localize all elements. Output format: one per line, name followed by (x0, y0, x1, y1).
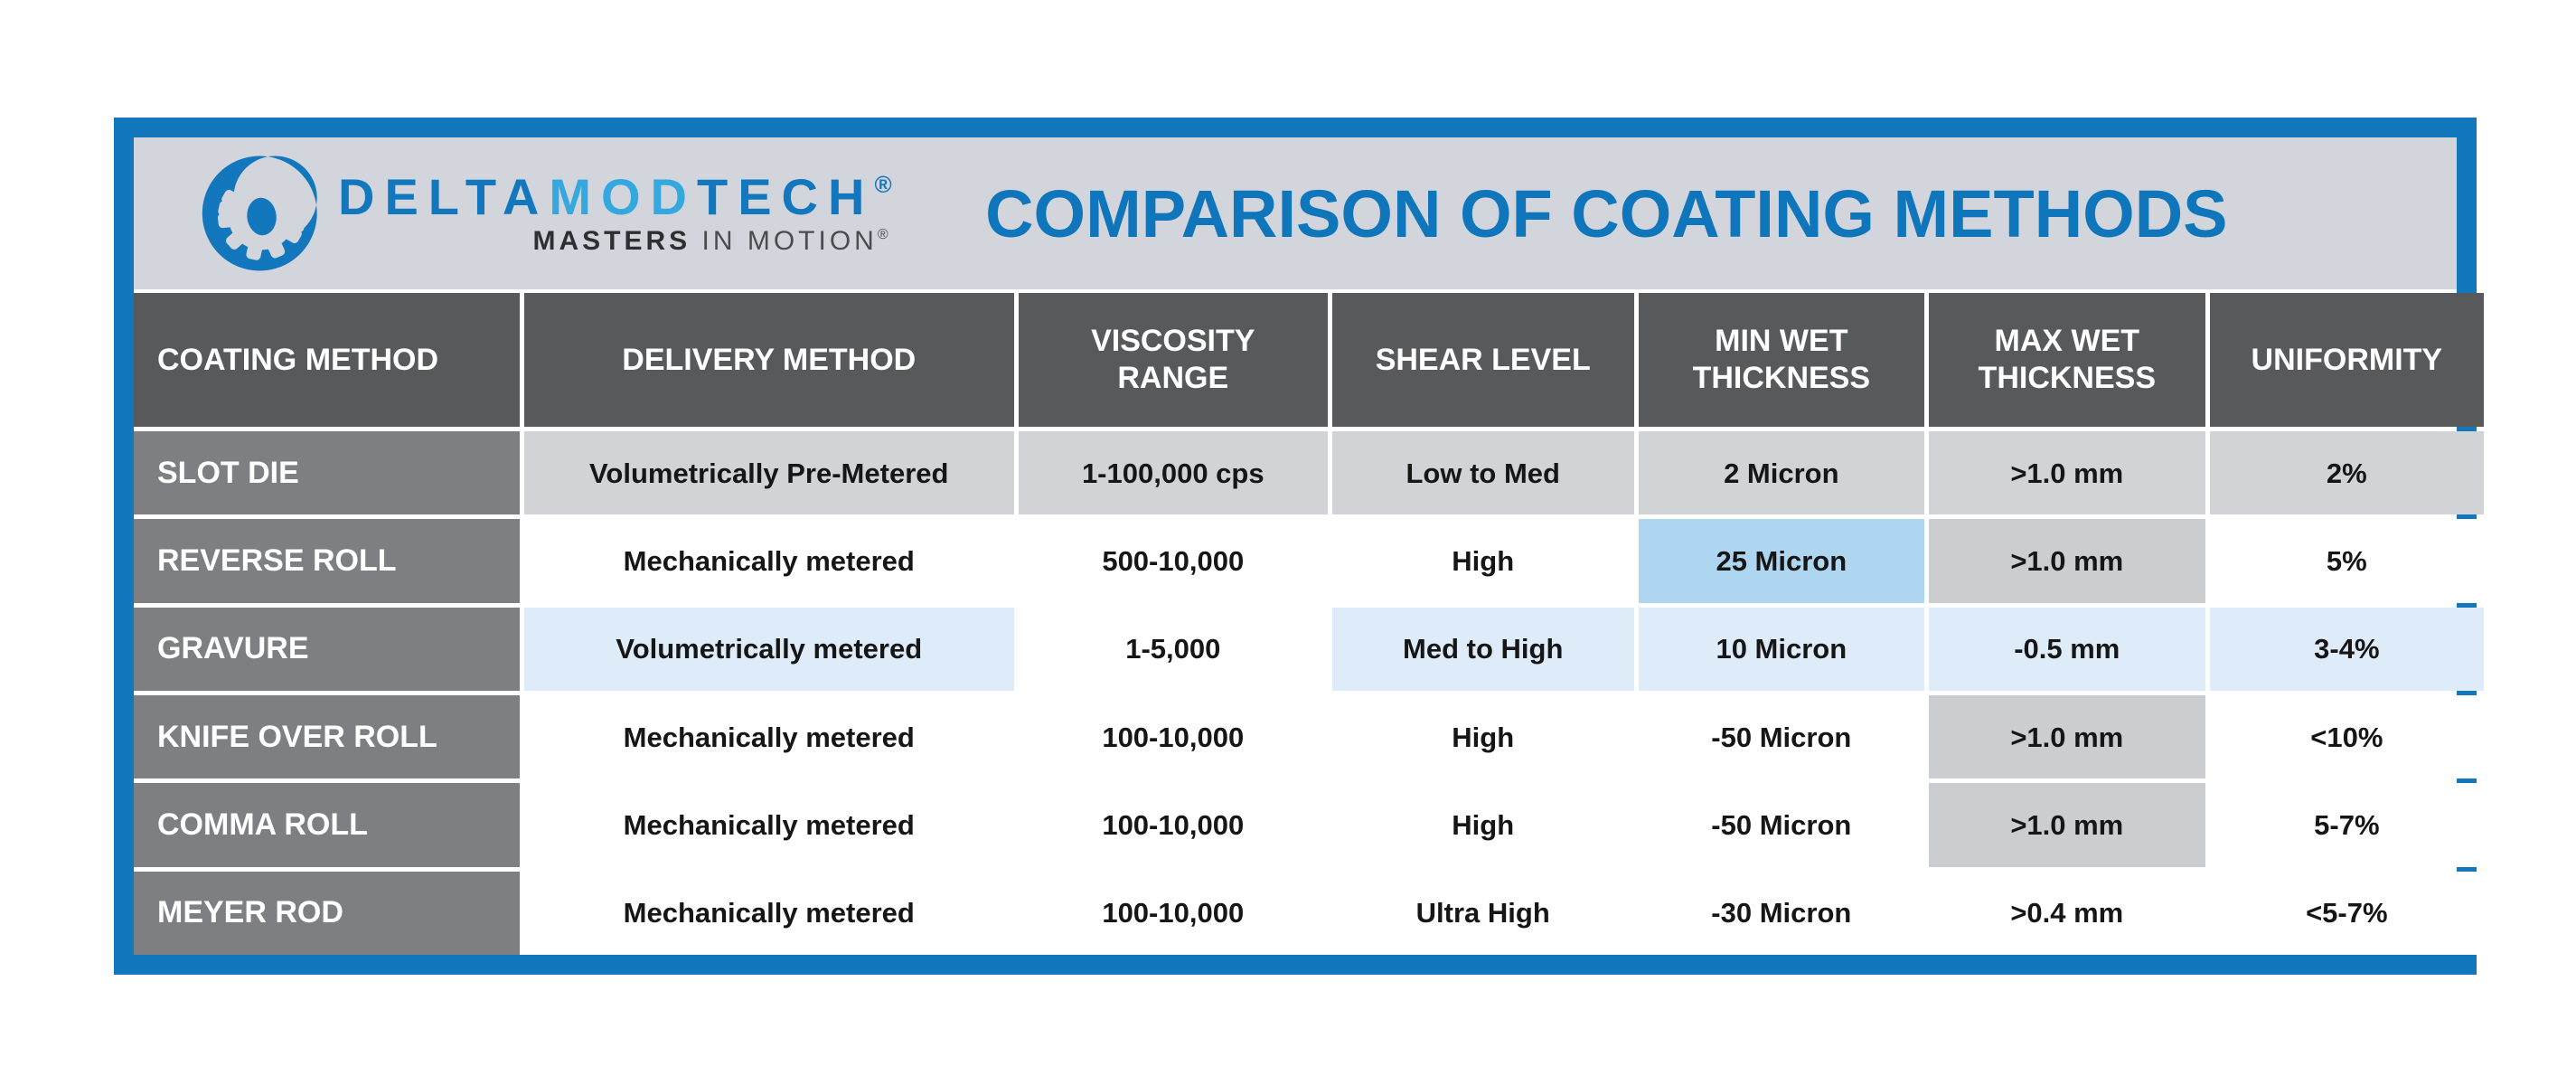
table-cell: >0.4 mm (1928, 871, 2205, 955)
brand-logo-text: DELTAMODTECH® MASTERS IN MOTION® (338, 172, 892, 255)
brand-name-delta: DELTA (338, 168, 550, 225)
comparison-card: DELTAMODTECH® MASTERS IN MOTION® COMPARI… (114, 118, 2484, 975)
brand-name-mod: MOD (549, 168, 697, 225)
brand-logo: DELTAMODTECH® MASTERS IN MOTION® (197, 146, 892, 281)
column-header-min-wet-thickness: MIN WET THICKNESS (1638, 293, 1924, 427)
table-cell: Volumetrically Pre-Metered (523, 431, 1014, 515)
gear-teeth (217, 173, 306, 260)
table-cell: High (1331, 695, 1634, 779)
table-cell: Low to Med (1331, 431, 1634, 515)
row-header-comma-roll: COMMA ROLL (134, 783, 520, 867)
table-cell: Mechanically metered (523, 519, 1014, 603)
table-cell: 10 Micron (1638, 607, 1924, 691)
table-cell: >1.0 mm (1928, 519, 2205, 603)
table-cell: -30 Micron (1638, 871, 1924, 955)
tagline-masters: MASTERS (532, 226, 691, 256)
table-cell: 2 Micron (1638, 431, 1924, 515)
table-cell: Med to High (1331, 607, 1634, 691)
table-cell: 2% (2209, 431, 2484, 515)
brand-registered-mark: ® (874, 171, 892, 198)
table-cell: Volumetrically metered (523, 607, 1014, 691)
table-cell: 5-7% (2209, 783, 2484, 867)
column-header-shear-level: SHEAR LEVEL (1331, 293, 1634, 427)
brand-tagline: MASTERS IN MOTION® (532, 228, 891, 255)
table-cell: 1-5,000 (1018, 607, 1328, 691)
table-cell: >1.0 mm (1928, 695, 2205, 779)
table-cell: >1.0 mm (1928, 431, 2205, 515)
table-cell: -50 Micron (1638, 783, 1924, 867)
table-cell: <5-7% (2209, 871, 2484, 955)
gear-logo-icon (202, 156, 317, 271)
tagline-in-motion: IN MOTION (691, 226, 878, 256)
column-header-uniformity: UNIFORMITY (2209, 293, 2484, 427)
tagline-registered-mark: ® (877, 227, 892, 242)
row-header-slot-die: SLOT DIE (134, 431, 520, 515)
page-title: COMPARISON OF COATING METHODS (985, 175, 2228, 251)
table-cell: 3-4% (2209, 607, 2484, 691)
column-header-coating-method: COATING METHOD (134, 293, 520, 427)
comparison-table: COATING METHOD DELIVERY METHOD VISCOSITY… (134, 293, 2484, 955)
table-cell: High (1331, 519, 1634, 603)
table-cell: Mechanically metered (523, 783, 1014, 867)
row-header-knife-over-roll: KNIFE OVER ROLL (134, 695, 520, 779)
column-header-viscosity-range: VISCOSITY RANGE (1018, 293, 1328, 427)
row-header-meyer-rod: MEYER ROD (134, 871, 520, 955)
table-cell: -0.5 mm (1928, 607, 2205, 691)
table-cell: >1.0 mm (1928, 783, 2205, 867)
column-header-delivery-method: DELIVERY METHOD (523, 293, 1014, 427)
table-cell-highlighted: 25 Micron (1638, 519, 1924, 603)
brand-name: DELTAMODTECH® (338, 172, 892, 222)
table-cell: 5% (2209, 519, 2484, 603)
table-cell: <10% (2209, 695, 2484, 779)
table-cell: 500-10,000 (1018, 519, 1328, 603)
table-cell: Mechanically metered (523, 871, 1014, 955)
table-cell: 100-10,000 (1018, 783, 1328, 867)
row-header-gravure: GRAVURE (134, 607, 520, 691)
column-header-max-wet-thickness: MAX WET THICKNESS (1928, 293, 2205, 427)
table-cell: 100-10,000 (1018, 871, 1328, 955)
table-cell: High (1331, 783, 1634, 867)
table-cell: Mechanically metered (523, 695, 1014, 779)
table-cell: 1-100,000 cps (1018, 431, 1328, 515)
table-cell: Ultra High (1331, 871, 1634, 955)
table-cell: 100-10,000 (1018, 695, 1328, 779)
table-cell: -50 Micron (1638, 695, 1924, 779)
row-header-reverse-roll: REVERSE ROLL (134, 519, 520, 603)
header-band: DELTAMODTECH® MASTERS IN MOTION® COMPARI… (134, 137, 2457, 293)
brand-name-tech: TECH (697, 168, 875, 225)
